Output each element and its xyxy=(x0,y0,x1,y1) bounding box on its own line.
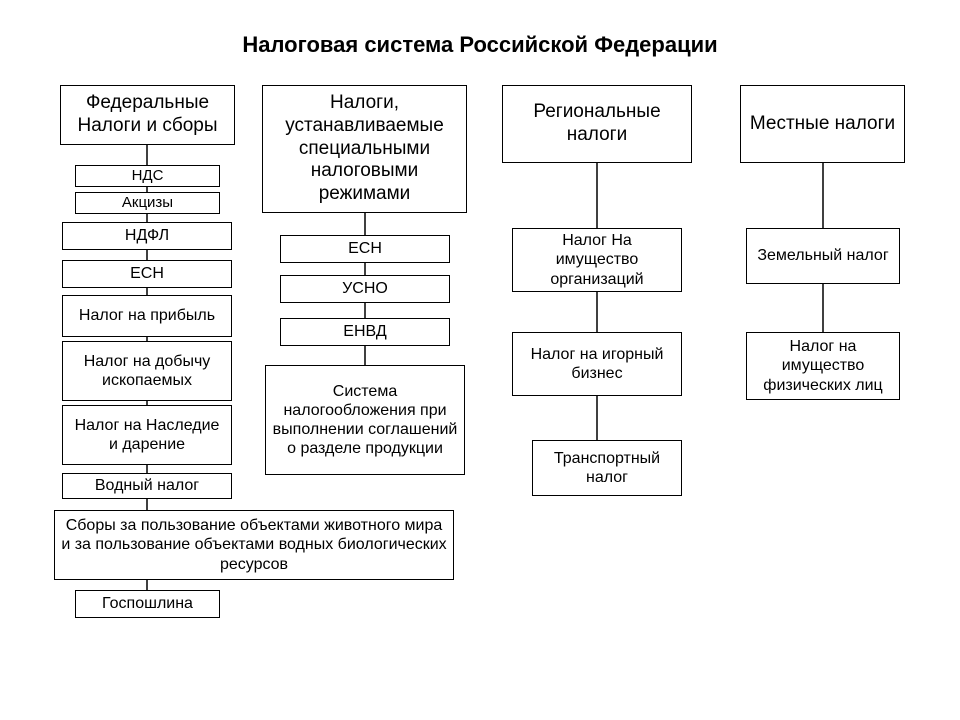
special-item-box: УСНО xyxy=(280,275,450,303)
special-item-box: Система налогообложения при выполнении с… xyxy=(265,365,465,475)
federal-item-box: Налог на прибыль xyxy=(62,295,232,337)
federal-item-box: Водный налог xyxy=(62,473,232,499)
federal-item-box: НДФЛ xyxy=(62,222,232,250)
federal-item-box: Сборы за пользование объектами животного… xyxy=(54,510,454,580)
federal-item-box: Акцизы xyxy=(75,192,220,214)
local-item-box: Налог на имущество физических лиц xyxy=(746,332,900,400)
special-item-box: ЕНВД xyxy=(280,318,450,346)
regional-item-box: Налог на игорный бизнес xyxy=(512,332,682,396)
federal-item-box: ЕСН xyxy=(62,260,232,288)
federal-item-box: Госпошлина xyxy=(75,590,220,618)
regional-item-box: Транспортный налог xyxy=(532,440,682,496)
local-item-box: Земельный налог xyxy=(746,228,900,284)
regional-item-box: Налог На имущество организаций xyxy=(512,228,682,292)
federal-header-box: Федеральные Налоги и сборы xyxy=(60,85,235,145)
special-item-box: ЕСН xyxy=(280,235,450,263)
special-header-box: Налоги, устанавливаемые специальными нал… xyxy=(262,85,467,213)
federal-item-box: Налог на добычу ископаемых xyxy=(62,341,232,401)
regional-header-box: Региональные налоги xyxy=(502,85,692,163)
federal-item-box: НДС xyxy=(75,165,220,187)
diagram-title: Налоговая система Российской Федерации xyxy=(0,32,960,58)
federal-item-box: Налог на Наследие и дарение xyxy=(62,405,232,465)
local-header-box: Местные налоги xyxy=(740,85,905,163)
